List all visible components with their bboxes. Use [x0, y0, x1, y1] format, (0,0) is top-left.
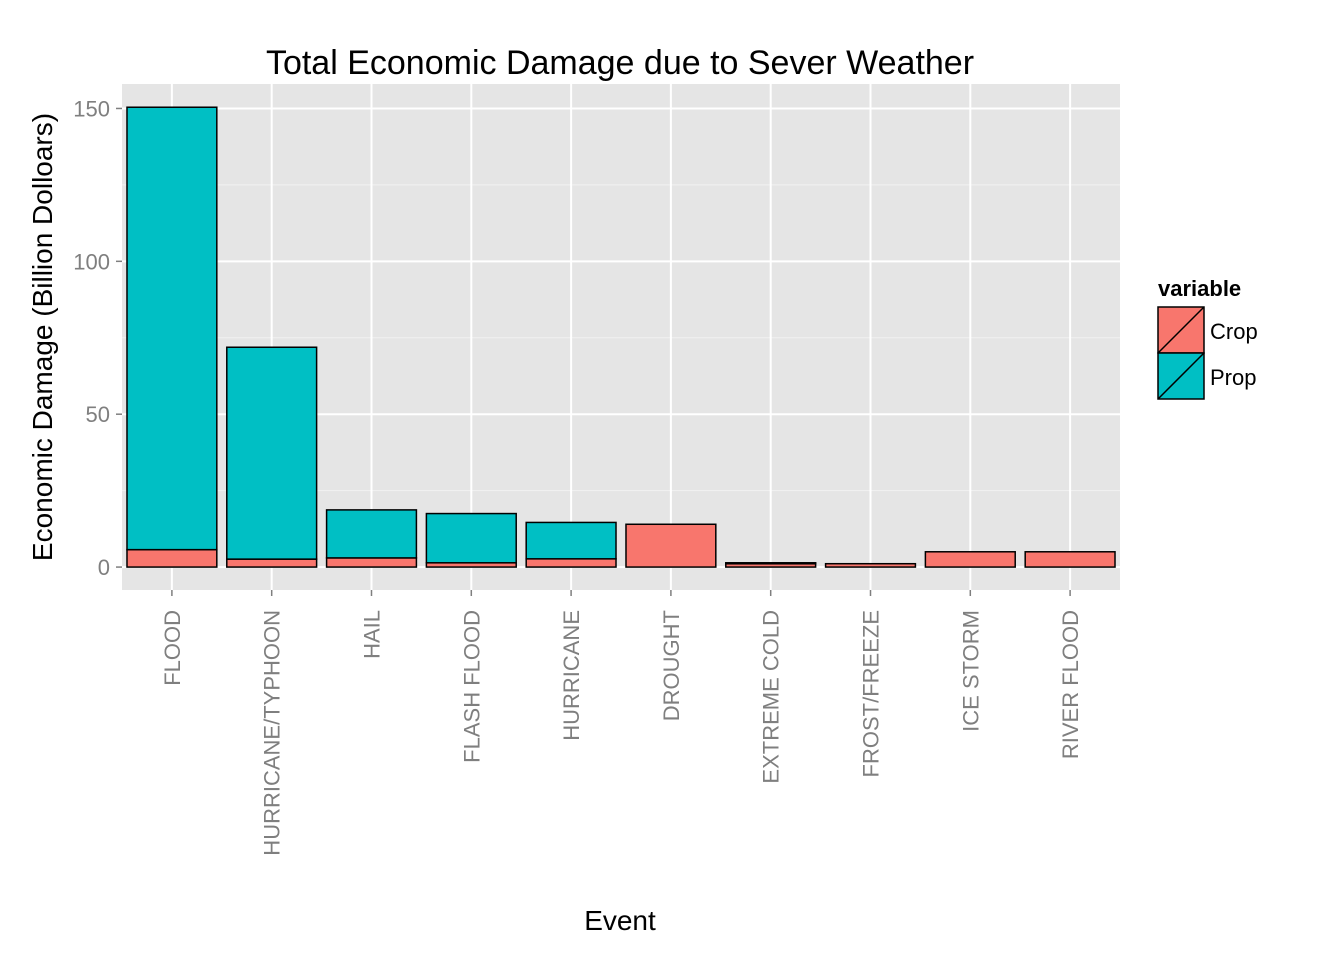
legend-key-slash — [1157, 352, 1205, 400]
bar-crop — [325, 557, 418, 568]
x-tick-label: DROUGHT — [659, 610, 684, 721]
bars — [126, 106, 1116, 568]
x-tick-label: EXTREME COLD — [759, 610, 784, 784]
bar-crop — [924, 551, 1016, 568]
chart-title: Total Economic Damage due to Sever Weath… — [266, 44, 974, 82]
x-axis-ticks: FLOOD HURRICANE/TYPHOON HAIL FLASH FLOOD HUR… — [160, 590, 1083, 856]
y-axis-ticks: 0 50 100 150 — [73, 96, 122, 580]
bar-crop — [525, 558, 617, 568]
x-tick-label: HURRICANE/TYPHOON — [260, 610, 285, 856]
y-tick-label: 100 — [73, 249, 110, 274]
bar-prop — [126, 106, 218, 551]
bar-prop — [725, 562, 817, 565]
bar-crop — [226, 558, 318, 568]
x-tick-label: HAIL — [360, 610, 385, 659]
legend-label-crop: Crop — [1210, 319, 1258, 344]
y-tick-label: 0 — [98, 555, 110, 580]
x-tick-label: HURRICANE — [559, 610, 584, 741]
y-tick-label: 50 — [86, 402, 110, 427]
bar-prop — [525, 521, 617, 560]
x-tick-label: RIVER FLOOD — [1058, 610, 1083, 759]
bar-crop — [824, 562, 917, 568]
x-tick-label: FLASH FLOOD — [459, 610, 484, 763]
legend-title: variable — [1158, 276, 1241, 301]
x-axis-title: Event — [584, 905, 656, 936]
y-tick-label: 150 — [73, 96, 110, 121]
legend: variable Crop Prop — [1157, 276, 1258, 400]
bar-prop — [425, 512, 517, 564]
bar-crop — [625, 523, 717, 568]
bar-prop — [226, 346, 318, 560]
x-tick-label: FLOOD — [160, 610, 185, 686]
y-axis-title: Economic Damage (Billion Dolloars) — [27, 113, 58, 561]
legend-key-slash — [1157, 306, 1205, 354]
x-tick-label: ICE STORM — [958, 610, 983, 732]
bar-crop — [1024, 551, 1116, 568]
bar-crop — [126, 548, 218, 568]
bar-prop — [325, 509, 418, 559]
legend-label-prop: Prop — [1210, 365, 1256, 390]
x-tick-label: FROST/FREEZE — [859, 610, 884, 777]
